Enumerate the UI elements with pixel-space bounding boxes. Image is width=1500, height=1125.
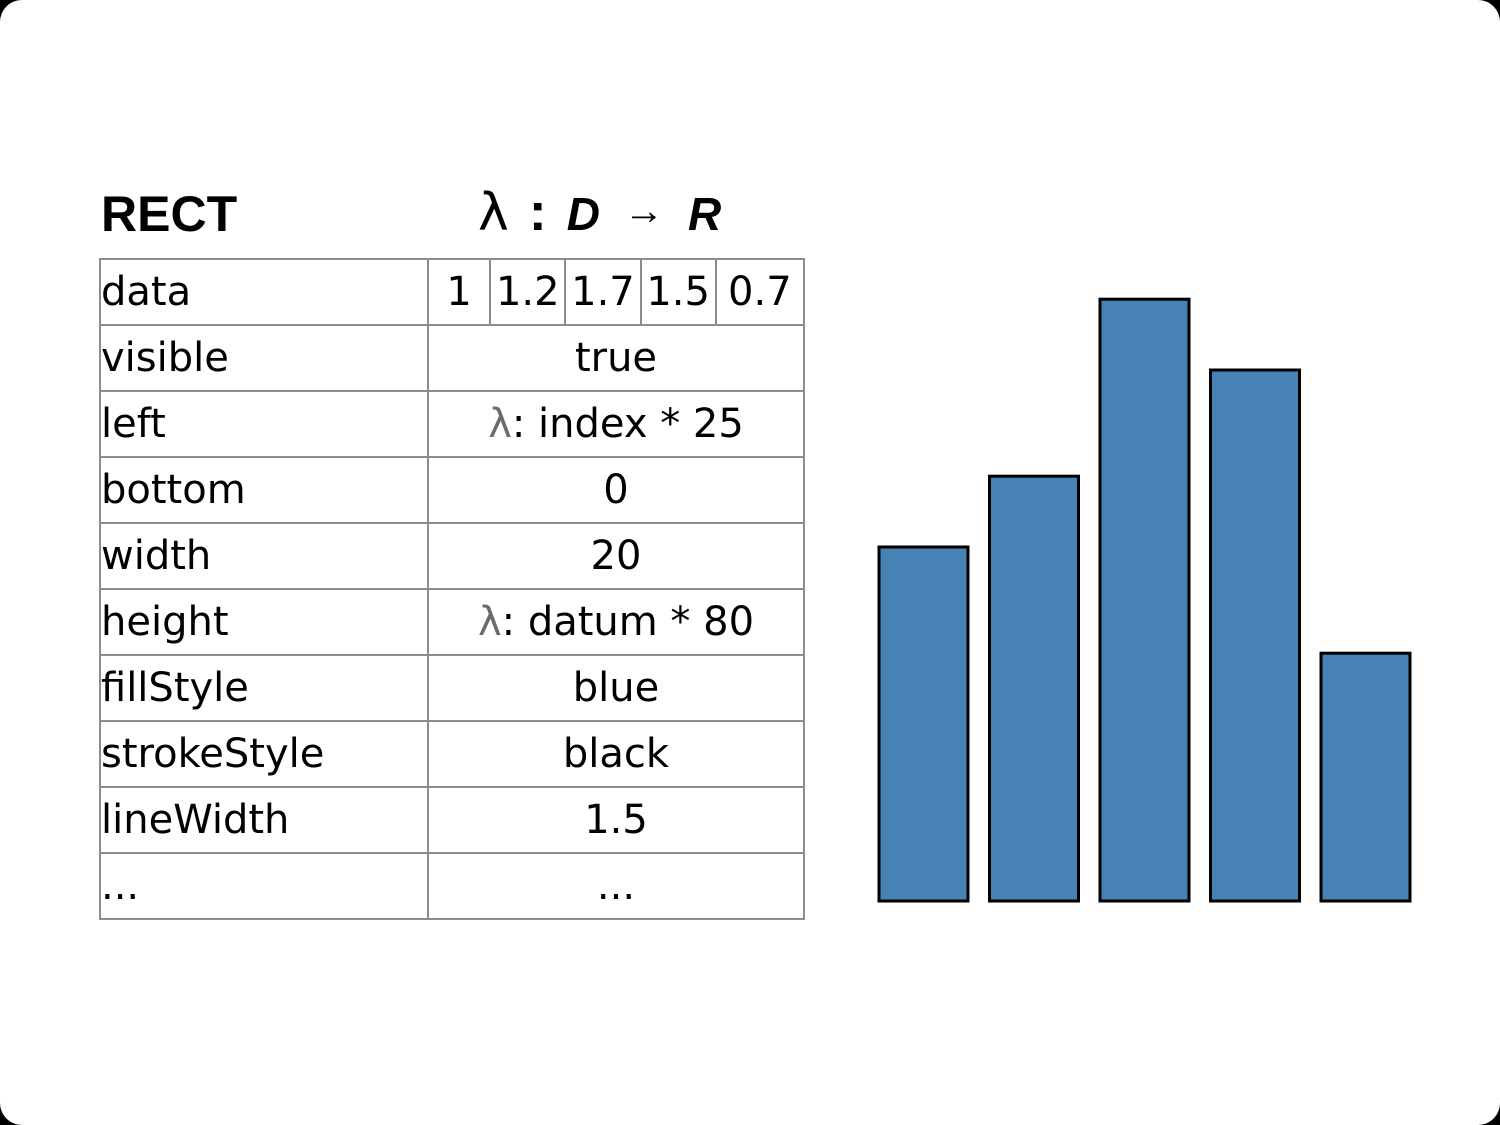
property-name: fillStyle — [99, 654, 429, 722]
property-value-text: : datum * 80 — [501, 599, 755, 645]
slide-title: RECT — [101, 186, 238, 242]
properties-table: data 1 1.2 1.7 1.5 0.7 visible true left… — [99, 258, 806, 920]
property-value: true — [427, 324, 805, 392]
property-value: λ: datum * 80 — [427, 588, 805, 656]
property-value: λ: index * 25 — [427, 390, 805, 458]
property-name: left — [99, 390, 429, 458]
data-value: 1 — [426, 258, 492, 326]
table-row: strokeStyle black — [99, 720, 805, 788]
data-value: 1.7 — [564, 258, 642, 326]
signature-colon: : — [528, 182, 547, 242]
lambda-signature: λ : D → R — [478, 180, 721, 244]
property-name: strokeStyle — [99, 720, 429, 788]
property-value-text: true — [574, 335, 658, 381]
bar — [1319, 651, 1412, 903]
bar — [1098, 297, 1191, 903]
table-row: width 20 — [99, 522, 805, 590]
property-name: data — [99, 258, 429, 326]
property-name: width — [99, 522, 429, 590]
property-value: 1.5 — [427, 786, 805, 854]
bar-chart — [877, 297, 1412, 903]
property-value-text: : index * 25 — [511, 401, 744, 447]
table-row: left λ: index * 25 — [99, 390, 805, 458]
bar — [877, 545, 970, 903]
bar — [1209, 368, 1301, 903]
bar — [988, 474, 1080, 903]
property-value-text: ... — [596, 863, 636, 909]
property-name: lineWidth — [99, 786, 429, 854]
property-value: ... — [427, 852, 805, 920]
property-name: ... — [99, 852, 429, 920]
property-value-text: black — [562, 731, 670, 777]
lambda-symbol: λ — [478, 183, 509, 243]
table-row: fillStyle blue — [99, 654, 805, 722]
signature-range: R — [688, 188, 722, 240]
property-value: blue — [427, 654, 805, 722]
table-row: data 1 1.2 1.7 1.5 0.7 — [99, 258, 806, 326]
table-row: ... ... — [99, 852, 805, 920]
property-name: bottom — [99, 456, 429, 524]
property-value: 20 — [427, 522, 805, 590]
property-value: black — [427, 720, 805, 788]
table-row: bottom 0 — [99, 456, 805, 524]
property-name: height — [99, 588, 429, 656]
signature-arrow: → — [624, 189, 664, 233]
lambda-symbol: λ — [477, 599, 502, 645]
table-row: visible true — [99, 324, 805, 392]
property-value: 0 — [427, 456, 805, 524]
data-value: 0.7 — [714, 258, 806, 326]
property-value-text: 20 — [590, 533, 642, 579]
property-value-text: blue — [572, 665, 660, 711]
lambda-symbol: λ — [488, 401, 512, 447]
property-value-text: 0 — [603, 467, 629, 513]
property-name: visible — [99, 324, 429, 392]
table-row: height λ: datum * 80 — [99, 588, 805, 656]
property-value-text: 1.5 — [584, 797, 648, 843]
data-value: 1.2 — [489, 258, 567, 326]
signature-domain: D — [566, 188, 600, 240]
table-row: lineWidth 1.5 — [99, 786, 805, 854]
data-value: 1.5 — [639, 258, 717, 326]
